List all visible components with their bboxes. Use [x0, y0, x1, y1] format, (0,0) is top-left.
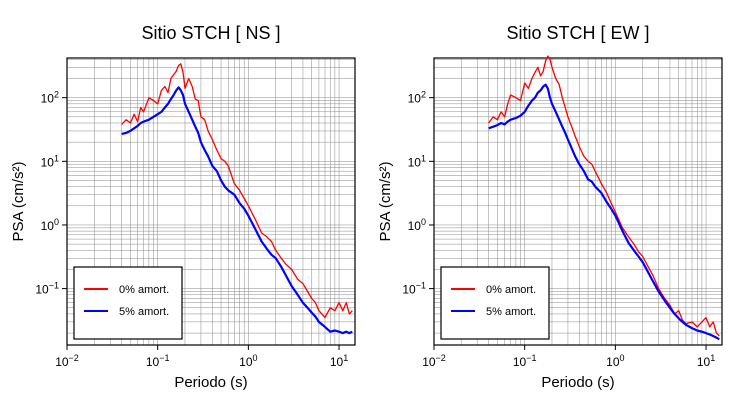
x-tick-label: 10−2	[422, 353, 446, 369]
y-axis-label: PSA (cm/s²)	[377, 161, 394, 241]
series-line-1	[121, 86, 353, 335]
tick-marks	[62, 97, 340, 350]
legend-label-1: 5% amort.	[119, 306, 169, 318]
x-axis-label: Periodo (s)	[541, 374, 614, 391]
x-tick-label: 101	[330, 353, 348, 369]
legend-label-0: 0% amort.	[119, 284, 169, 296]
x-tick-label: 101	[697, 353, 715, 369]
plot-frame	[66, 57, 356, 346]
x-tick-label: 10−1	[513, 353, 537, 369]
series-line-1	[488, 83, 720, 341]
grid	[433, 58, 722, 345]
legend-label-0: 0% amort.	[486, 284, 536, 296]
chart-title: Sitio STCH [ EW ]	[506, 23, 649, 43]
x-tick-label: 10−1	[146, 353, 170, 369]
plot-frame	[433, 57, 723, 346]
grid	[66, 58, 355, 345]
y-tick-label: 10−1	[402, 281, 426, 297]
y-tick-label: 10−1	[35, 281, 59, 297]
chart-1: 10−2 10−1 100 101 10−1 100 101 102 Sitio STCH [ …	[377, 23, 723, 391]
series-line-0	[121, 63, 353, 319]
legend-box	[440, 266, 550, 340]
tick-marks	[429, 97, 707, 350]
y-tick-label: 102	[408, 90, 426, 106]
y-tick-label: 101	[408, 153, 426, 169]
y-axis-label: PSA (cm/s²)	[10, 161, 27, 241]
y-tick-label: 100	[41, 217, 59, 233]
x-tick-label: 10−2	[55, 353, 79, 369]
y-tick-label: 100	[408, 217, 426, 233]
y-tick-label: 101	[41, 153, 59, 169]
x-tick-label: 100	[606, 353, 624, 369]
x-axis-label: Periodo (s)	[174, 374, 247, 391]
y-tick-label: 102	[41, 90, 59, 106]
legend-box	[73, 266, 183, 340]
chart-0: 10−2 10−1 100 101 10−1 100 101 102 Sitio STCH [ …	[10, 23, 356, 391]
x-tick-label: 100	[239, 353, 257, 369]
chart-title: Sitio STCH [ NS ]	[141, 23, 280, 43]
series-line-0	[488, 55, 720, 337]
legend-label-1: 5% amort.	[486, 306, 536, 318]
